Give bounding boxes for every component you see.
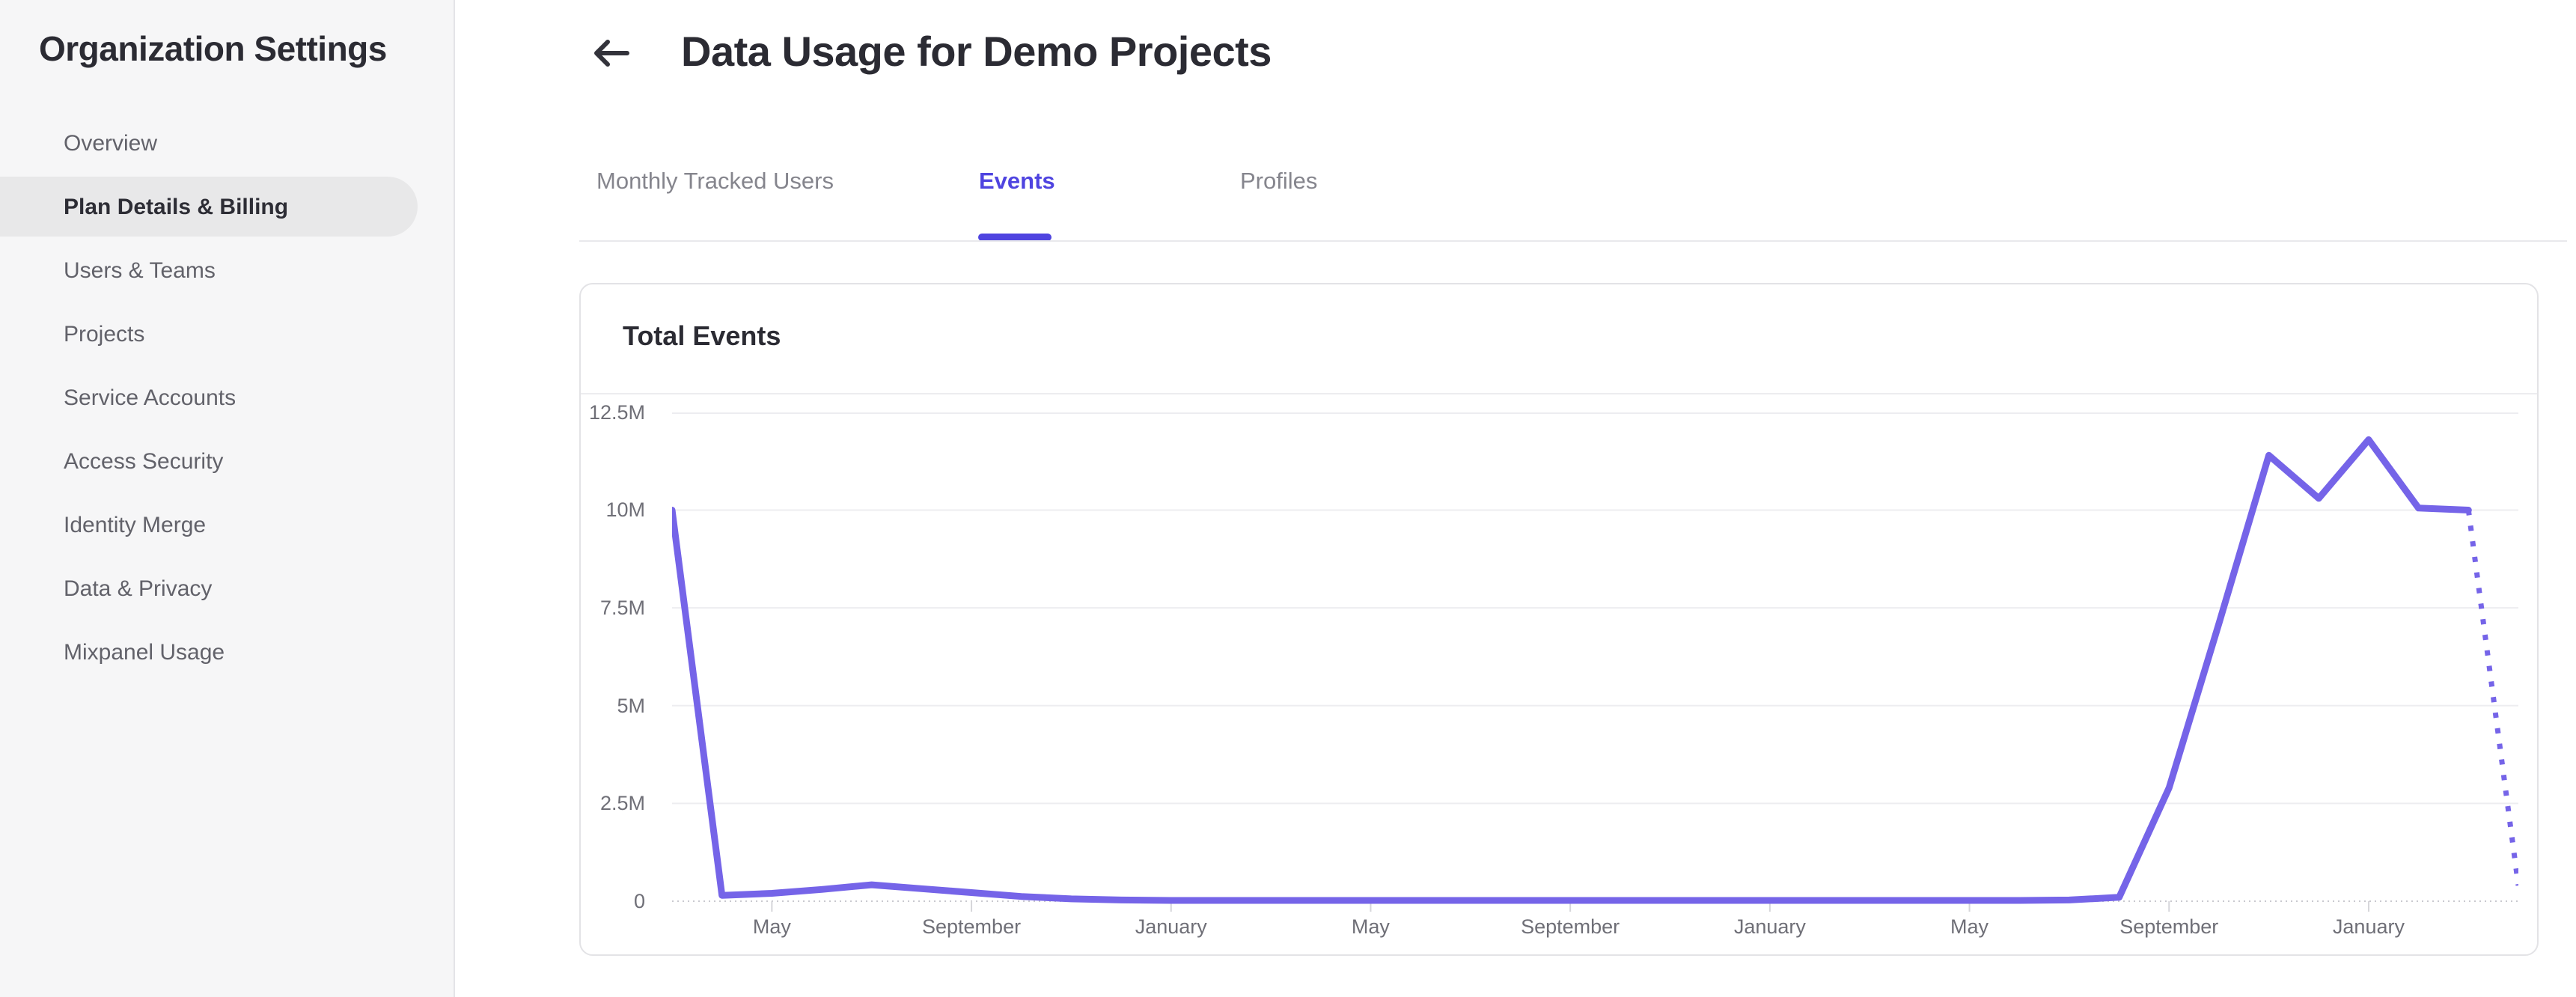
sidebar-item-label: Overview (64, 131, 158, 156)
y-axis-label-10m: 10M (605, 498, 645, 522)
y-axis-label-0: 0 (633, 890, 645, 912)
x-axis-label-january-34: January (2332, 915, 2405, 938)
sidebar-item-mixpanel-usage[interactable]: Mixpanel Usage (0, 621, 455, 684)
sidebar-item-label: Data & Privacy (64, 576, 213, 601)
x-axis-label-september-30: September (2119, 915, 2219, 938)
chart-title: Total Events (623, 320, 781, 351)
sidebar-item-label: Access Security (64, 449, 224, 474)
page-title: Data Usage for Demo Projects (681, 28, 1272, 75)
sidebar-item-label: Service Accounts (64, 385, 236, 410)
y-axis-label-12-5m: 12.5M (588, 400, 645, 424)
sidebar-item-overview[interactable]: Overview (0, 112, 455, 175)
events-line-series (672, 436, 2472, 904)
card-header-divider (581, 393, 2537, 394)
sidebar-item-access-security[interactable]: Access Security (0, 430, 455, 493)
y-axis-label-2-5m: 2.5M (599, 792, 645, 815)
tab-profiles[interactable]: Profiles (1240, 168, 1318, 194)
tab-events[interactable]: Events (979, 168, 1055, 194)
sidebar-item-service-accounts[interactable]: Service Accounts (0, 366, 455, 430)
x-axis-label-january-22: January (1733, 915, 1806, 938)
sidebar-item-plan-details-and-billing[interactable]: Plan Details & Billing (0, 175, 455, 239)
sidebar-nav: Overview Plan Details & Billing Users & Te… (0, 112, 455, 684)
sidebar-item-identity-merge[interactable]: Identity Merge (0, 493, 455, 557)
x-axis-label-may-2: May (752, 915, 791, 938)
events-projected-segment (2465, 509, 2518, 886)
x-axis-label-may-14: May (1351, 915, 1390, 938)
total-events-card (579, 283, 2539, 956)
sidebar-item-data-and-privacy[interactable]: Data & Privacy (0, 557, 455, 621)
back-button[interactable] (590, 31, 633, 75)
x-axis-label-september-18: September (1521, 915, 1620, 938)
sidebar-item-label: Identity Merge (64, 513, 207, 537)
x-axis-label-may-26: May (1950, 915, 1989, 938)
x-axis-label-january-10: January (1135, 915, 1207, 938)
total-events-line-chart (672, 412, 2518, 912)
x-axis-label-september-6: September (922, 915, 1022, 938)
sidebar-item-label: Plan Details & Billing (64, 195, 289, 219)
sidebar-item-label: Users & Teams (64, 258, 216, 283)
sidebar-active-pill (0, 177, 418, 237)
sidebar-title: Organization Settings (39, 29, 387, 68)
sidebar: Organization Settings Overview Plan Detai… (0, 0, 455, 997)
active-tab-indicator (978, 234, 1052, 241)
tab-monthly-tracked-users[interactable]: Monthly Tracked Users (596, 168, 834, 194)
arrow-left-icon (594, 40, 629, 67)
y-axis-label-5m: 5M (617, 694, 645, 717)
sidebar-item-label: Projects (64, 322, 145, 347)
sidebar-item-projects[interactable]: Projects (0, 302, 455, 366)
sidebar-item-label: Mixpanel Usage (64, 640, 225, 665)
y-axis-label-7-5m: 7.5M (599, 597, 645, 620)
tab-divider (579, 240, 2567, 242)
sidebar-item-users-and-teams[interactable]: Users & Teams (0, 239, 455, 302)
